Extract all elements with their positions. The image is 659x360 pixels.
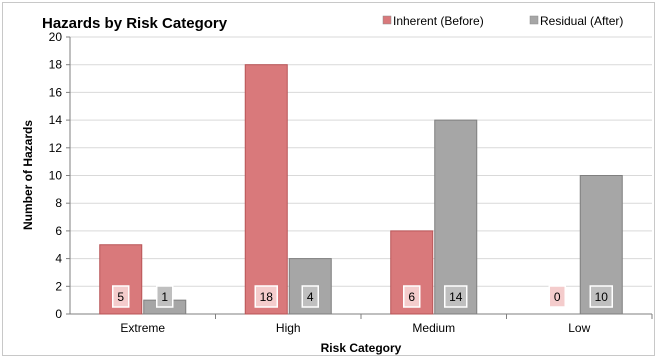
y-tick-label: 2	[55, 279, 62, 293]
bars	[99, 64, 623, 315]
data-label-box	[444, 285, 468, 308]
x-axis-label: Risk Category	[321, 341, 402, 355]
grid-lines	[70, 36, 652, 287]
legend-label-inherent: Inherent (Before)	[393, 14, 484, 28]
data-labels: 5 1 18 4 6 14 0 10	[112, 285, 613, 308]
data-label-box	[301, 285, 319, 308]
y-tick-label: 20	[49, 30, 63, 44]
bar-high-inherent	[244, 64, 288, 315]
data-label-box	[156, 285, 174, 308]
y-tick-label: 14	[49, 113, 63, 127]
data-label-high-residual: 4	[307, 290, 314, 304]
legend-label-residual: Residual (After)	[540, 14, 623, 28]
y-tick-label: 12	[49, 141, 63, 155]
data-label-box	[548, 285, 566, 308]
x-tick-label-high: High	[276, 321, 301, 335]
y-tick-label: 4	[55, 252, 62, 266]
y-tick-label: 10	[49, 169, 63, 183]
x-tick-label-extreme: Extreme	[120, 321, 165, 335]
data-label-box	[112, 285, 130, 308]
y-tick-label: 8	[55, 196, 62, 210]
x-tick-label-medium: Medium	[412, 321, 455, 335]
data-label-high-inherent: 18	[260, 290, 274, 304]
x-tick-label-low: Low	[568, 321, 590, 335]
data-label-extreme-inherent: 5	[117, 290, 124, 304]
y-tick-label: 16	[49, 85, 63, 99]
y-tick-label: 18	[49, 58, 63, 72]
y-tick-label: 6	[55, 224, 62, 238]
data-label-medium-residual: 14	[449, 290, 463, 304]
legend-swatch-residual	[529, 15, 539, 25]
data-label-low-residual: 10	[595, 290, 609, 304]
legend: Inherent (Before) Residual (After)	[382, 14, 623, 28]
y-tick-label: 0	[55, 307, 62, 321]
data-label-box	[254, 285, 278, 308]
data-label-box	[403, 285, 421, 308]
bar-medium-residual	[434, 119, 478, 315]
y-axis-label: Number of Hazards	[21, 120, 35, 230]
data-label-medium-inherent: 6	[408, 290, 415, 304]
chart-title: Hazards by Risk Category	[42, 15, 228, 32]
data-label-box	[589, 285, 613, 308]
legend-swatch-inherent	[382, 15, 392, 25]
data-label-extreme-residual: 1	[161, 290, 168, 304]
data-label-low-inherent: 0	[554, 290, 561, 304]
